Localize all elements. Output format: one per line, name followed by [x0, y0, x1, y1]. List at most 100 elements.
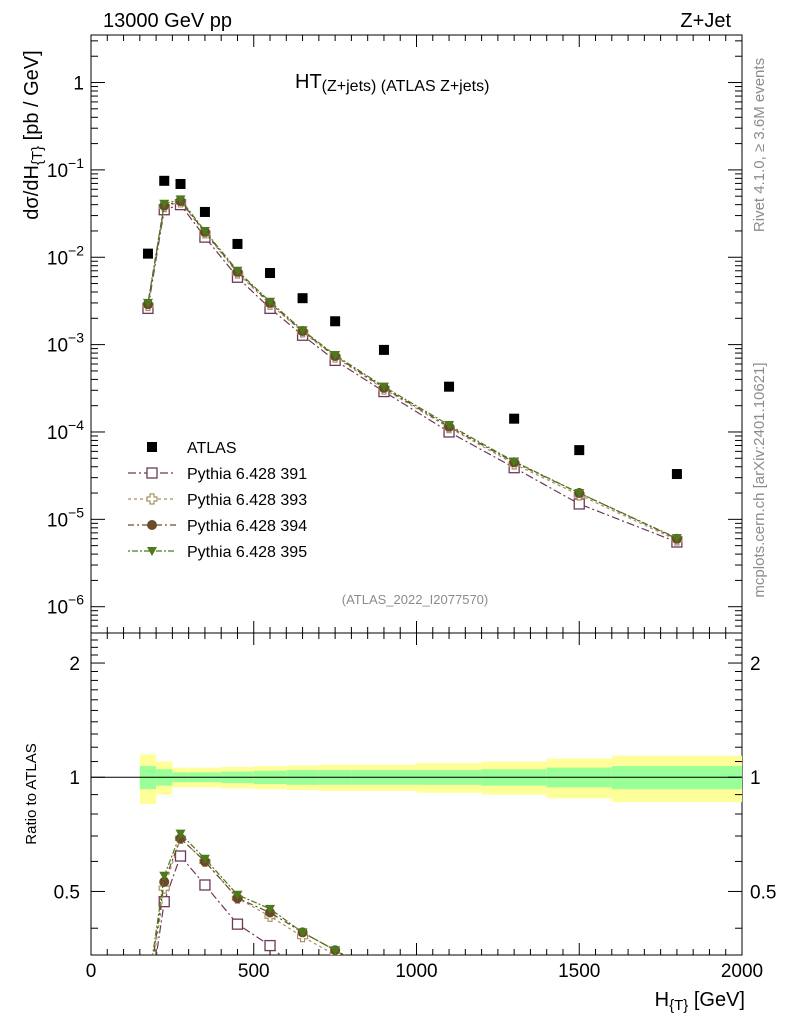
point-atlas — [297, 293, 308, 304]
legend-marker-pythia-6-428-394 — [147, 520, 157, 530]
legend-label-pythia-6-428-395: Pythia 6.428 395 — [187, 544, 307, 561]
legend-label-pythia-6-428-393: Pythia 6.428 393 — [187, 492, 307, 509]
ratio-point-pythia-6-428-391 — [199, 879, 211, 891]
point-atlas — [671, 469, 682, 480]
point-atlas — [265, 268, 276, 279]
point-pythia-6-428-395 — [671, 534, 682, 544]
y-tick-label: 1 — [73, 74, 84, 95]
point-pythia-6-428-395 — [330, 351, 341, 361]
legend-marker-pythia-6-428-395 — [147, 547, 157, 556]
point-atlas — [159, 175, 170, 186]
legend-label-atlas: ATLAS — [187, 440, 237, 457]
y-tick-label-exponent: −5 — [68, 504, 84, 520]
x-axis-label-unit: [GeV] — [688, 989, 745, 1011]
main-ylabel-subscript: {T} — [29, 146, 46, 165]
series-line-pythia-6-428-393 — [147, 201, 678, 541]
point-atlas — [142, 248, 153, 259]
y-tick-label: 10−5 — [47, 504, 84, 531]
x-tick-label: 1500 — [558, 961, 600, 982]
y-tick-label-base: 10 — [47, 510, 68, 531]
point-atlas — [444, 381, 455, 392]
ratio-point-pythia-6-428-391 — [174, 850, 187, 862]
y-tick-label-exponent: −3 — [68, 330, 84, 346]
ratio-series-group — [152, 829, 346, 955]
rivet-version-label: Rivet 4.1.0, ≥ 3.6M events — [751, 58, 768, 232]
point-pythia-6-428-395 — [297, 326, 308, 336]
point-pythia-6-428-395 — [175, 195, 186, 205]
point-atlas — [330, 316, 341, 327]
y-tick-label: 10−2 — [47, 242, 84, 269]
legend-marker-pythia-6-428-391 — [146, 467, 158, 479]
ratio-ylabel: Ratio to ATLAS — [23, 743, 40, 844]
x-tick-label: 1000 — [395, 961, 437, 982]
header-process-label: Z+Jet — [680, 10, 731, 32]
ratio-y-tick-label: 0.5 — [54, 882, 80, 903]
series-line-pythia-6-428-395 — [147, 198, 678, 539]
ratio-y-tick-label-right: 1 — [750, 768, 761, 789]
ratio-point-pythia-6-428-391 — [264, 939, 276, 952]
point-pythia-6-428-395 — [509, 457, 520, 467]
point-atlas — [175, 178, 186, 189]
x-axis-label: H{T} [GeV] — [655, 989, 745, 1014]
y-tick-label-base: 1 — [73, 74, 84, 95]
point-atlas — [199, 206, 210, 217]
legend-label-pythia-6-428-391: Pythia 6.428 391 — [187, 466, 307, 483]
legend-label-pythia-6-428-394: Pythia 6.428 394 — [187, 518, 307, 535]
point-pythia-6-428-395 — [574, 489, 585, 499]
point-pythia-6-428-395 — [265, 297, 276, 307]
main-title: HT(Z+jets) (ATLAS Z+jets) — [295, 71, 489, 95]
x-tick-label: 0 — [86, 961, 97, 982]
point-atlas — [232, 238, 243, 249]
ratio-point-pythia-6-428-395 — [265, 904, 276, 914]
point-atlas — [378, 344, 389, 355]
y-tick-label-base: 10 — [47, 161, 68, 182]
y-tick-label-base: 10 — [47, 336, 68, 357]
y-tick-label: 10−6 — [47, 592, 84, 619]
ratio-point-pythia-6-428-395 — [297, 928, 308, 938]
y-tick-label-exponent: −4 — [68, 417, 84, 433]
point-pythia-6-428-395 — [444, 421, 455, 431]
y-tick-label-exponent: −6 — [68, 592, 84, 608]
ratio-line-pythia-6-428-391 — [155, 854, 282, 955]
y-tick-label: 10−3 — [47, 330, 84, 357]
axis-ticks: 0 500 1000 1500 200010−610−510−410−310−210−1… — [47, 35, 776, 982]
y-tick-label: 10−4 — [47, 417, 84, 444]
point-pythia-6-428-395 — [159, 199, 170, 209]
point-pythia-6-428-395 — [232, 266, 243, 276]
y-tick-label-base: 10 — [47, 248, 68, 269]
ratio-point-pythia-6-428-395 — [232, 890, 243, 900]
ratio-point-pythia-6-428-394 — [159, 876, 170, 887]
main-title-text: HT — [295, 71, 322, 93]
ratio-y-tick-label: 2 — [69, 654, 80, 675]
ratio-point-pythia-6-428-391 — [231, 918, 244, 930]
ratio-uncertainty-bands — [139, 754, 742, 805]
point-pythia-6-428-395 — [199, 226, 210, 236]
legend-marker-atlas — [147, 442, 157, 452]
x-axis-label-subscript: {T} — [669, 997, 688, 1014]
x-axis-label-text: H — [655, 989, 669, 1011]
y-tick-label: 10−1 — [47, 155, 84, 182]
mcplots-label: mcplots.cern.ch [arXiv:2401.10621] — [751, 362, 768, 597]
legend: ATLAS Pythia 6.428 391 Pythia 6.428 393 Pyt… — [128, 440, 307, 561]
ratio-point-pythia-6-428-395 — [159, 871, 170, 881]
header-energy-label: 13000 GeV pp — [103, 10, 232, 32]
y-tick-label-exponent: −1 — [68, 155, 84, 171]
y-tick-label-base: 10 — [47, 423, 68, 444]
ratio-point-pythia-6-428-395 — [175, 829, 186, 839]
series-line-pythia-6-428-394 — [147, 200, 678, 540]
point-pythia-6-428-395 — [378, 382, 389, 392]
ratio-point-pythia-6-428-395 — [330, 946, 341, 955]
point-atlas — [574, 445, 585, 456]
main-ylabel: dσ/dH{T} [pb / GeV] — [21, 50, 46, 219]
point-atlas — [509, 413, 520, 424]
legend-marker-pythia-6-428-393 — [146, 493, 158, 505]
main-title-subscript: (Z+jets) (ATLAS Z+jets) — [322, 78, 490, 95]
main-ylabel-text: dσ/dH — [21, 165, 43, 220]
ratio-point-pythia-6-428-395 — [199, 854, 210, 864]
y-tick-label-base: 10 — [47, 598, 68, 619]
x-tick-label: 500 — [238, 961, 270, 982]
analysis-tag: (ATLAS_2022_I2077570) — [342, 592, 488, 607]
ratio-point-pythia-6-428-391 — [158, 896, 170, 908]
ratio-y-tick-label: 1 — [69, 768, 80, 789]
ratio-y-tick-label-right: 0.5 — [750, 882, 776, 903]
